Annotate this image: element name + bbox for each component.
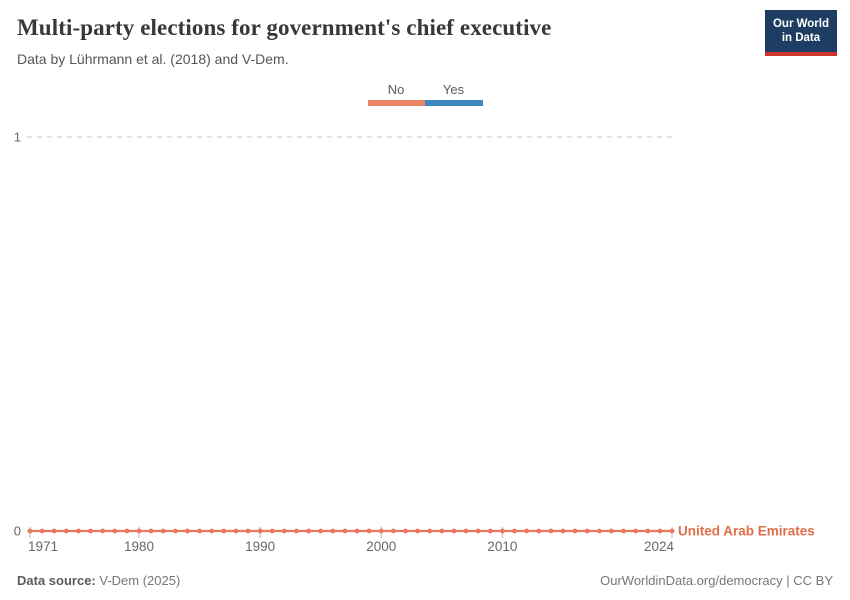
- data-point-1989[interactable]: [245, 528, 251, 534]
- x-axis-label-1990: 1990: [245, 539, 275, 554]
- data-point-1983[interactable]: [172, 528, 178, 534]
- data-source-note: Data source: V-Dem (2025): [17, 573, 180, 588]
- legend-label-no: No: [387, 82, 405, 97]
- chart-footer: Data source: V-Dem (2025) OurWorldinData…: [0, 573, 850, 588]
- origin-link[interactable]: OurWorldinData.org/democracy | CC BY: [600, 573, 833, 588]
- legend-swatch-yes: [424, 100, 483, 106]
- data-point-2000[interactable]: [378, 528, 384, 534]
- data-point-1996[interactable]: [330, 528, 336, 534]
- data-point-1994[interactable]: [306, 528, 312, 534]
- legend-swatch-no: [367, 100, 425, 106]
- data-point-1987[interactable]: [221, 528, 227, 534]
- data-point-1991[interactable]: [269, 528, 275, 534]
- data-point-2015[interactable]: [560, 528, 566, 534]
- data-point-1978[interactable]: [112, 528, 118, 534]
- page-subtitle: Data by Lührmann et al. (2018) and V-Dem…: [17, 51, 289, 67]
- data-point-2003[interactable]: [415, 528, 421, 534]
- data-point-1990[interactable]: [257, 528, 263, 534]
- data-point-2020[interactable]: [621, 528, 626, 534]
- data-point-2022[interactable]: [645, 528, 651, 534]
- data-point-2012[interactable]: [524, 528, 530, 534]
- x-axis-label-2024: 2024: [644, 539, 675, 554]
- data-point-2005[interactable]: [439, 528, 445, 534]
- y-axis-label-1: 1: [14, 130, 21, 145]
- data-point-1997[interactable]: [342, 528, 348, 534]
- data-point-2017[interactable]: [584, 528, 590, 534]
- owid-logo-line1: Our World: [772, 18, 829, 30]
- data-point-2004[interactable]: [427, 528, 433, 534]
- data-point-1995[interactable]: [318, 528, 324, 534]
- x-axis-label-2000: 2000: [366, 539, 396, 554]
- x-axis-label-1971: 1971: [28, 539, 58, 554]
- legend-label-yes: Yes: [442, 82, 465, 97]
- data-point-2008[interactable]: [475, 528, 481, 534]
- owid-logo[interactable]: Our World in Data: [764, 10, 837, 56]
- data-point-1988[interactable]: [233, 528, 239, 534]
- y-axis-label-0: 0: [14, 524, 21, 539]
- data-point-1998[interactable]: [354, 528, 360, 534]
- x-axis-label-1980: 1980: [124, 539, 154, 554]
- legend-item-no[interactable]: No: [367, 82, 425, 106]
- data-point-2019[interactable]: [609, 528, 614, 534]
- data-point-2002[interactable]: [403, 528, 408, 534]
- data-point-2013[interactable]: [536, 528, 542, 534]
- data-point-2010[interactable]: [500, 528, 505, 534]
- data-point-2011[interactable]: [512, 528, 517, 534]
- data-point-2023[interactable]: [657, 528, 663, 534]
- entity-label[interactable]: United Arab Emirates: [678, 524, 815, 539]
- data-point-1993[interactable]: [294, 528, 299, 534]
- data-source-value: V-Dem (2025): [95, 573, 181, 588]
- owid-logo-line2: in Data: [781, 32, 821, 45]
- data-point-2021[interactable]: [633, 528, 639, 534]
- data-point-2016[interactable]: [572, 528, 578, 534]
- data-point-2006[interactable]: [451, 528, 457, 534]
- data-point-1986[interactable]: [209, 528, 215, 534]
- data-point-1992[interactable]: [281, 528, 287, 534]
- data-point-1974[interactable]: [63, 528, 69, 534]
- data-point-1980[interactable]: [136, 528, 142, 534]
- data-point-1976[interactable]: [88, 528, 93, 534]
- data-point-1971[interactable]: [27, 528, 33, 534]
- data-point-1973[interactable]: [51, 528, 57, 534]
- data-point-2014[interactable]: [548, 528, 554, 534]
- page-title: Multi-party elections for government's c…: [17, 15, 552, 40]
- data-point-2024[interactable]: [669, 528, 675, 534]
- data-point-1985[interactable]: [197, 528, 202, 534]
- data-point-2001[interactable]: [390, 528, 396, 534]
- data-point-1975[interactable]: [76, 528, 81, 534]
- legend-item-yes[interactable]: Yes: [424, 82, 483, 106]
- category-legend: No Yes: [0, 82, 850, 106]
- data-point-2018[interactable]: [596, 528, 602, 534]
- data-point-1977[interactable]: [100, 528, 106, 534]
- data-point-1972[interactable]: [39, 528, 45, 534]
- data-point-1981[interactable]: [148, 528, 154, 534]
- data-point-1979[interactable]: [124, 528, 130, 534]
- data-source-label: Data source:: [17, 573, 96, 588]
- data-point-1982[interactable]: [160, 528, 166, 534]
- data-point-2009[interactable]: [487, 528, 493, 534]
- data-point-2007[interactable]: [463, 528, 469, 534]
- x-axis-label-2010: 2010: [487, 539, 517, 554]
- data-point-1999[interactable]: [366, 528, 372, 534]
- data-point-1984[interactable]: [185, 528, 190, 534]
